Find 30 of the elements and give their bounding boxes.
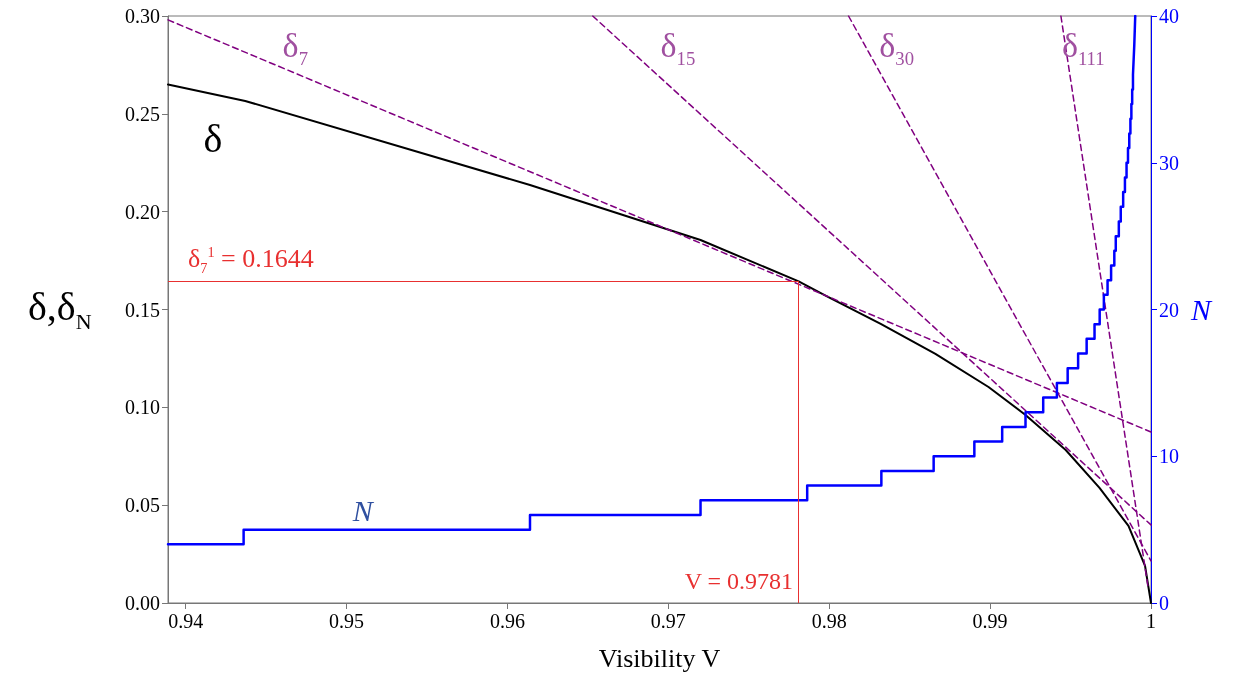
x-axis-title: Visibility V — [598, 643, 721, 673]
x-tick-label: 1 — [1146, 610, 1156, 632]
y-tick-label: 0.05 — [125, 494, 160, 517]
series-label: δ$_{15}$ — [660, 27, 696, 70]
y2-tick-label: 10 — [1159, 445, 1179, 468]
y2-tick-label: 30 — [1159, 151, 1179, 174]
series-label: δ$_{7}$ — [282, 27, 308, 70]
x-tick-label: 0.98 — [811, 610, 847, 632]
x-tick-label: 0.96 — [489, 610, 525, 632]
x-tick-label: 0.97 — [650, 610, 686, 632]
x-tick-label: 0.94 — [168, 610, 204, 632]
y-tick-label: 0.00 — [125, 592, 160, 614]
y-axis-title: δ,δ$_{N}$ — [28, 284, 92, 334]
y2-tick-label: 40 — [1159, 5, 1179, 27]
y-tick-label: 0.15 — [125, 298, 160, 321]
y-tick-label: 0.30 — [125, 5, 160, 27]
y-tick-label: 0.20 — [125, 200, 160, 223]
y-tick-label: 0.25 — [125, 102, 160, 125]
y2-tick-label: 0 — [1159, 592, 1169, 614]
ref-line-label: V = 0.9781 — [684, 568, 794, 594]
y2-axis-title: N — [1190, 293, 1213, 326]
series-label: N — [352, 494, 373, 528]
series-label: δ — [203, 116, 223, 162]
series-label: δ$_{30}$ — [879, 27, 915, 70]
ref-line-label: δ$_{7}$$^{1}$ = 0.1644 — [188, 243, 314, 277]
x-tick-label: 0.95 — [329, 610, 365, 632]
y-tick-label: 0.10 — [125, 396, 160, 419]
series-label: δ$_{111}$ — [1061, 27, 1105, 70]
y2-tick-label: 20 — [1159, 298, 1179, 321]
x-tick-label: 0.99 — [972, 610, 1008, 632]
